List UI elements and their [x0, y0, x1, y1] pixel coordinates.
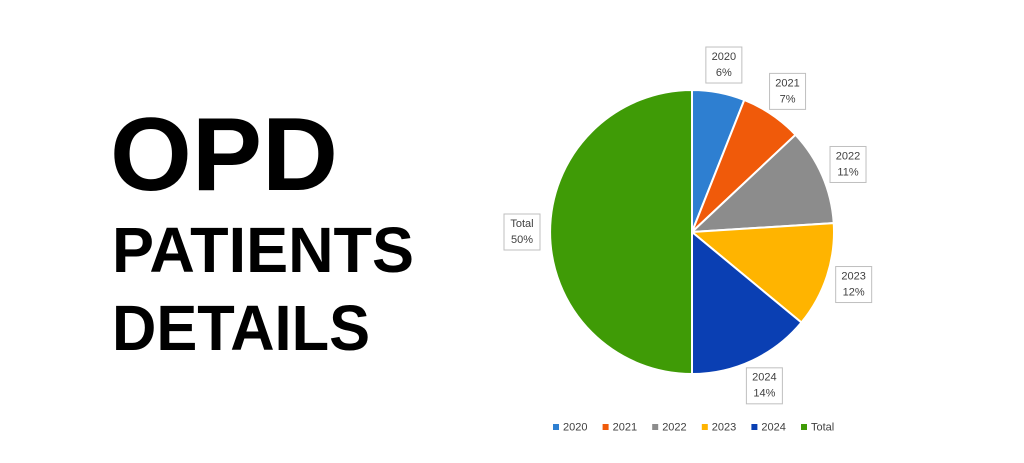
- data-label-box: [705, 46, 743, 84]
- heading-line: PATIENTS: [112, 214, 414, 286]
- data-label-box: [769, 72, 807, 110]
- legend-swatch: [602, 424, 609, 430]
- data-label-category: 2022: [836, 150, 860, 162]
- legend-label: Total: [811, 421, 834, 433]
- data-label-box: [835, 266, 873, 304]
- data-label-value: 12%: [843, 286, 865, 298]
- data-label-value: 14%: [753, 388, 775, 400]
- legend-label: 2020: [563, 421, 587, 433]
- data-label-value: 6%: [716, 67, 732, 79]
- data-label-box: [745, 367, 783, 405]
- legend-swatch: [801, 424, 807, 430]
- legend-label: 2024: [761, 421, 785, 433]
- pie-slice: [691, 229, 803, 376]
- data-label-category: 2024: [752, 372, 776, 384]
- data-label-category: 2023: [841, 270, 865, 282]
- pie-slice: [689, 133, 835, 234]
- heading-line: OPD: [110, 97, 338, 213]
- legend-label: 2021: [613, 421, 637, 433]
- legend-label: 2023: [712, 421, 736, 433]
- legend-swatch: [652, 424, 659, 430]
- data-label-box: [503, 213, 541, 251]
- pie-slice: [549, 88, 693, 376]
- legend-label: 2022: [662, 421, 686, 433]
- legend-swatch: [553, 424, 559, 430]
- heading-line: DETAILS: [112, 292, 370, 364]
- legend-swatch: [701, 424, 708, 430]
- data-label-value: 7%: [780, 93, 796, 105]
- data-label-category: Total: [510, 218, 533, 230]
- data-label-value: 50%: [511, 234, 533, 246]
- data-label-category: 2020: [712, 51, 736, 63]
- data-label-category: 2021: [775, 77, 799, 89]
- data-label-box: [829, 145, 867, 183]
- data-label-value: 11%: [837, 166, 858, 178]
- pie-slice: [689, 222, 835, 324]
- legend-swatch: [751, 424, 758, 430]
